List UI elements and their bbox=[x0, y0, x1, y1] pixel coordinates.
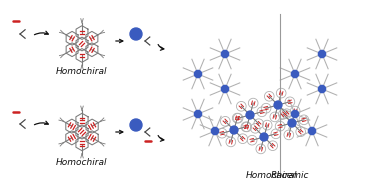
Text: Racemic: Racemic bbox=[271, 171, 309, 180]
Circle shape bbox=[318, 50, 326, 58]
Circle shape bbox=[291, 110, 299, 118]
Circle shape bbox=[130, 28, 142, 40]
Text: Homochiral: Homochiral bbox=[246, 171, 298, 180]
Text: Homochiral: Homochiral bbox=[56, 158, 108, 167]
Circle shape bbox=[222, 85, 228, 93]
Circle shape bbox=[222, 50, 228, 58]
Circle shape bbox=[230, 126, 238, 134]
Circle shape bbox=[260, 133, 268, 141]
Circle shape bbox=[274, 101, 282, 109]
Circle shape bbox=[288, 119, 296, 127]
Circle shape bbox=[308, 127, 316, 135]
Circle shape bbox=[211, 127, 219, 135]
Circle shape bbox=[130, 119, 142, 131]
Circle shape bbox=[291, 70, 299, 78]
Circle shape bbox=[246, 111, 254, 119]
Circle shape bbox=[195, 110, 201, 118]
Circle shape bbox=[318, 85, 326, 93]
Circle shape bbox=[195, 70, 201, 78]
Text: Homochiral: Homochiral bbox=[56, 67, 108, 76]
